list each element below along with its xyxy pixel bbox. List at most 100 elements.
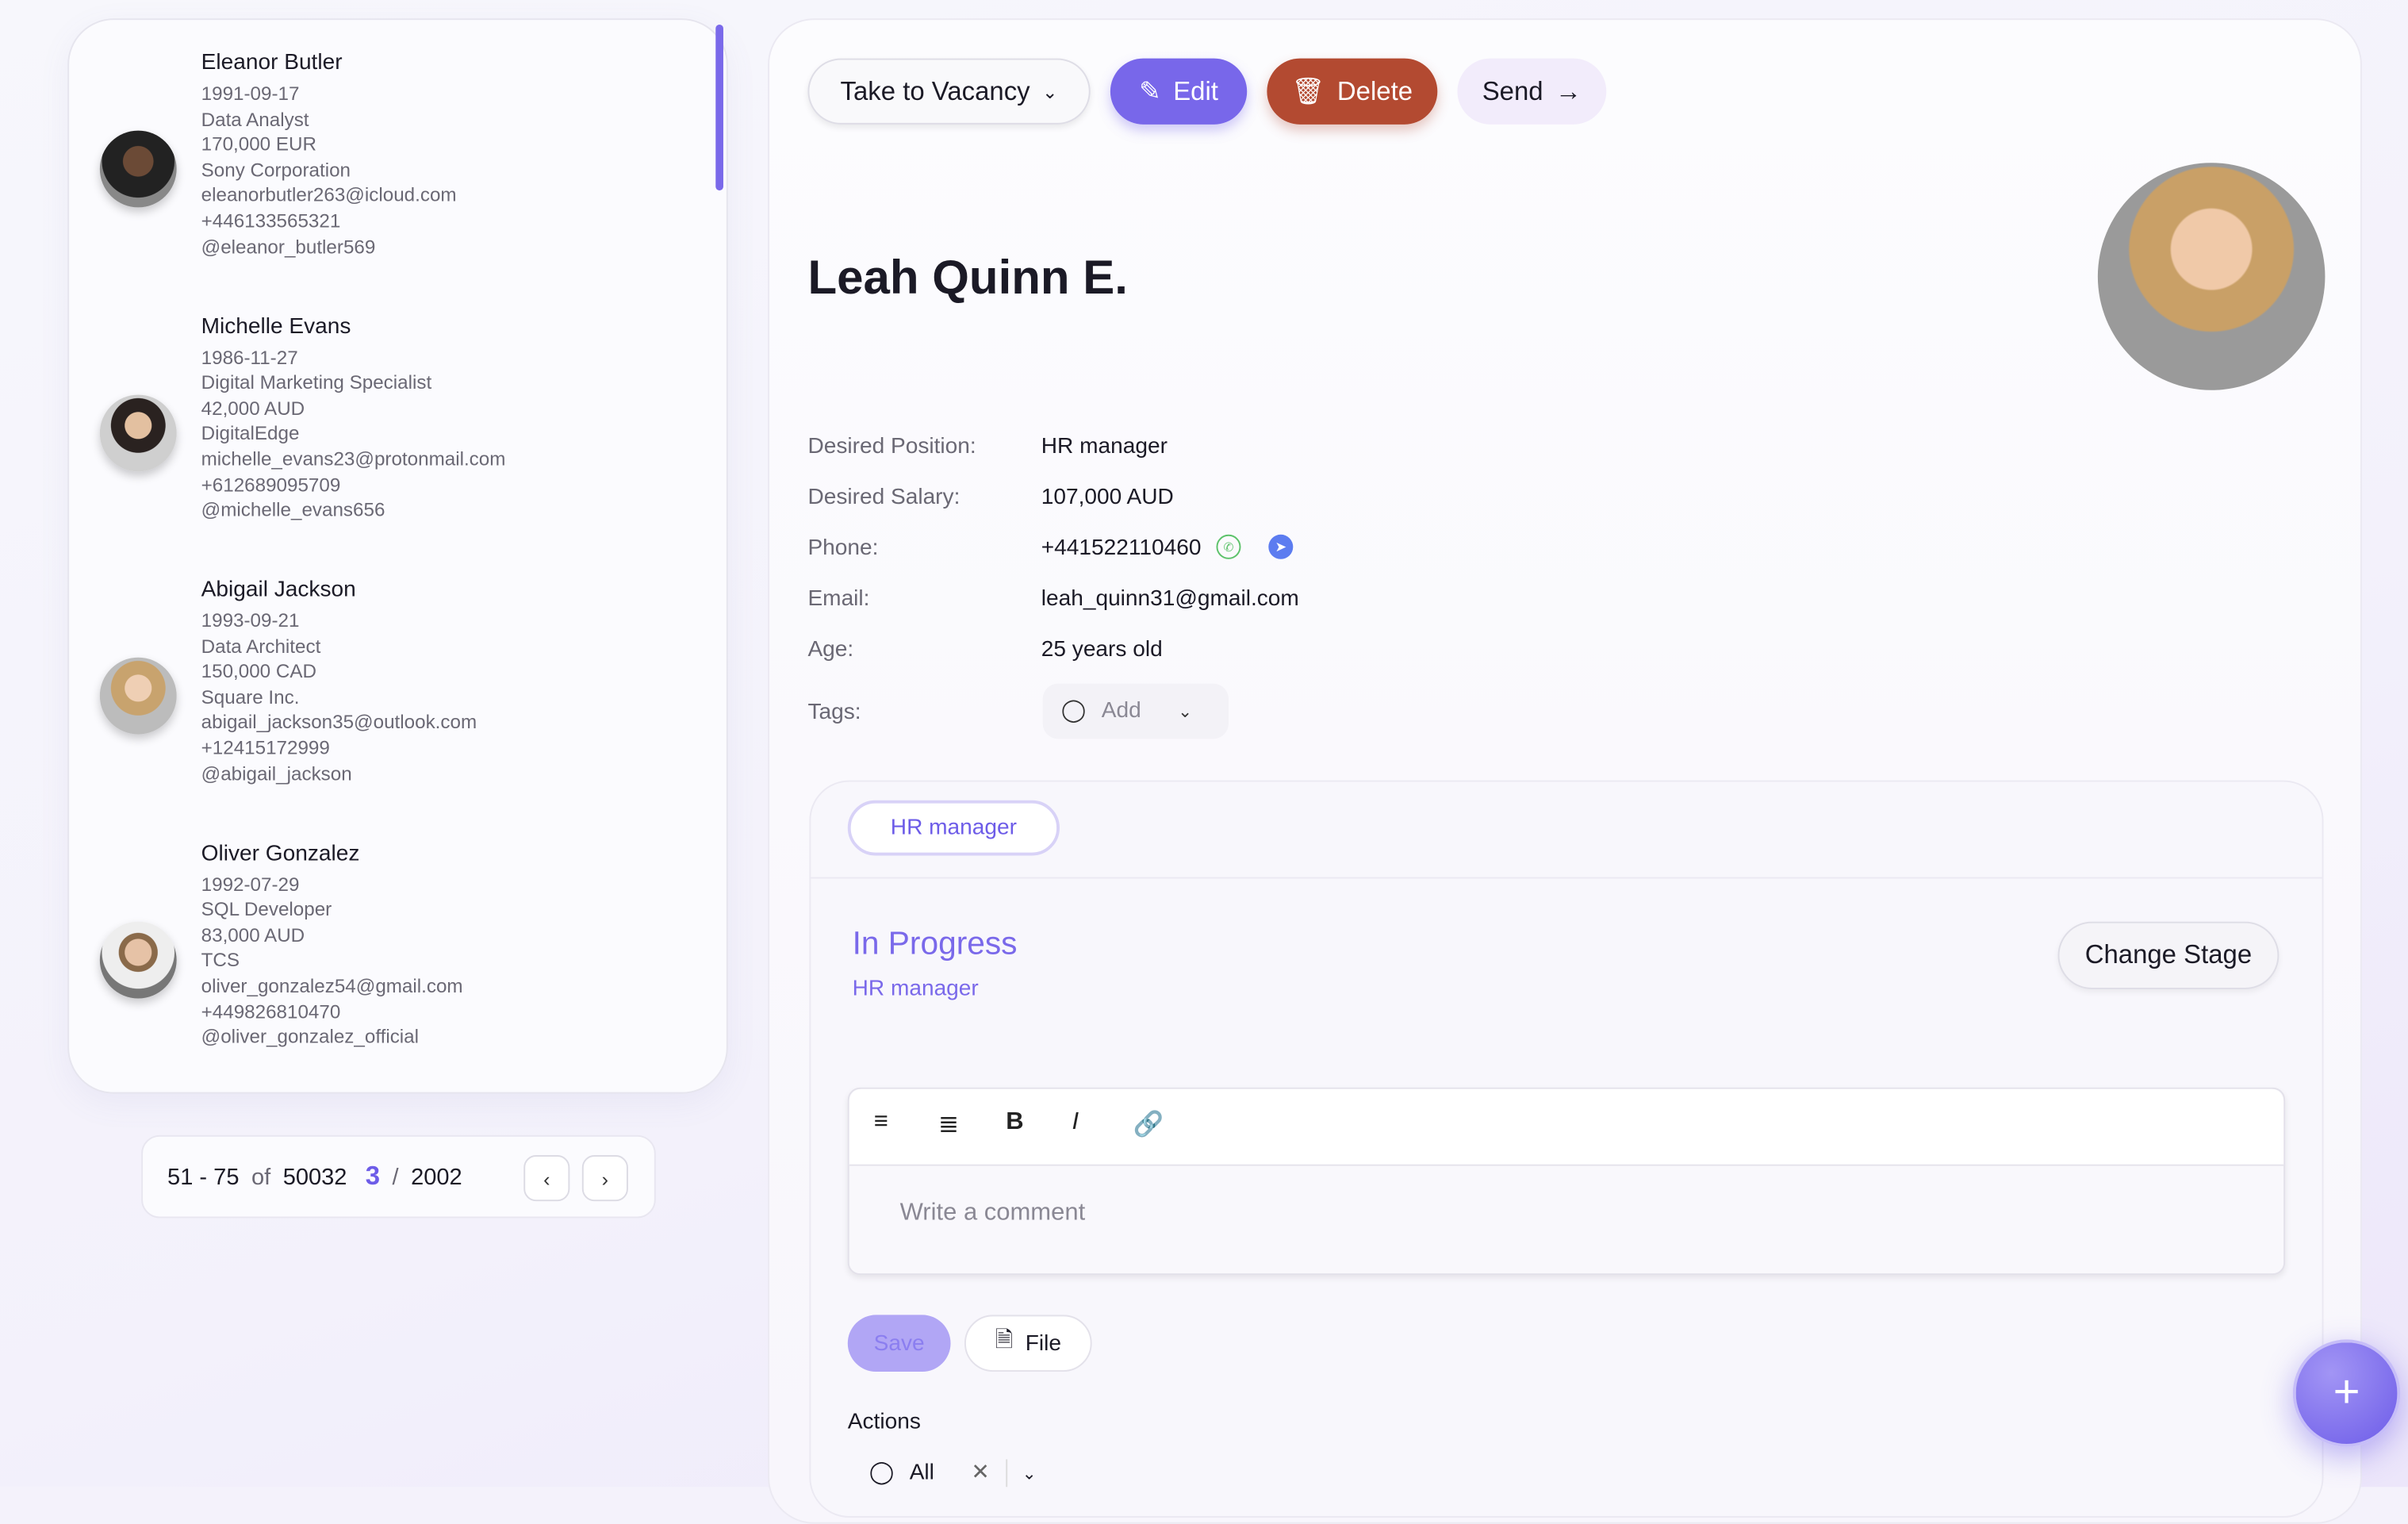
field-value: 107,000 AUD [1041, 485, 1174, 510]
candidate-detail: 1992-07-29 [201, 873, 300, 895]
candidate-detail: Data Analyst [201, 108, 309, 130]
telegram-icon[interactable]: ➤ [1268, 534, 1294, 559]
bold-icon[interactable]: B [1006, 1108, 1024, 1135]
candidate-detail: 1991-09-17 [201, 83, 300, 105]
candidate-detail: +446133565321 [201, 210, 341, 232]
chevron-left-icon: ‹ [543, 1166, 550, 1190]
candidate-detail: 1986-11-27 [201, 346, 298, 368]
candidate-detail: +612689095709 [201, 474, 341, 496]
candidate-detail: @oliver_gonzalez_official [201, 1026, 420, 1048]
numbered-list-icon[interactable]: ≣ [938, 1111, 959, 1138]
comment-editor [847, 1087, 2286, 1276]
of-label: of [251, 1163, 271, 1190]
whatsapp-icon[interactable]: ✆ [1216, 534, 1241, 559]
candidate-detail: oliver_gonzalez54@gmail.com [201, 975, 463, 997]
field-label: Desired Salary: [807, 485, 961, 510]
page-separator: / [392, 1163, 399, 1190]
actions-filter[interactable]: ◯ All ✕ ⌄ [868, 1459, 1037, 1488]
next-page-button[interactable]: › [581, 1155, 628, 1202]
tags-placeholder: Add [1101, 698, 1141, 724]
add-fab-button[interactable]: + [2292, 1339, 2401, 1447]
delete-button[interactable]: 🗑 Delete [1267, 58, 1438, 125]
field-label: Age: [807, 637, 854, 662]
comment-input[interactable]: Write a comment [899, 1200, 1086, 1226]
candidate-detail: eleanorbutler263@icloud.com [201, 185, 457, 207]
tag-icon: ◯ [1060, 698, 1087, 724]
delete-label: Delete [1336, 75, 1413, 106]
candidate-detail: @michelle_evans656 [201, 499, 385, 521]
prev-page-button[interactable]: ‹ [523, 1155, 570, 1202]
candidate-name: Abigail Jackson [201, 578, 356, 602]
field-value: HR manager [1041, 434, 1168, 459]
avatar [99, 920, 177, 998]
current-page[interactable]: 3 [365, 1161, 381, 1191]
scrollbar[interactable] [715, 24, 723, 191]
candidate-name: Leah Quinn E. [807, 250, 1128, 305]
candidate-detail: +449826810470 [201, 1000, 341, 1023]
file-icon: 🗎 [995, 1328, 1014, 1353]
avatar [99, 130, 177, 208]
candidate-name: Eleanor Butler [201, 50, 343, 75]
candidate-detail: Square Inc. [201, 686, 300, 708]
field-value[interactable]: leah_quinn31@gmail.com [1041, 586, 1299, 612]
candidate-list-item[interactable]: Oliver Gonzalez 1992-07-29 SQL Developer 83… [69, 841, 714, 1092]
candidate-detail: Sony Corporation [201, 159, 351, 182]
send-button[interactable]: Send → [1457, 58, 1607, 125]
link-icon[interactable]: 🔗 [1133, 1111, 1164, 1138]
candidate-name: Michelle Evans [201, 313, 351, 339]
bullet-list-icon[interactable]: ≡ [873, 1108, 888, 1135]
candidate-detail: Digital Marketing Specialist [201, 371, 432, 393]
tags-select[interactable]: ◯ Add ⌄ [1042, 683, 1229, 739]
candidate-detail: TCS [201, 950, 240, 972]
send-label: Send [1482, 75, 1543, 106]
tags-label: Tags: [807, 700, 861, 725]
file-label: File [1025, 1330, 1061, 1356]
chevron-down-icon: ⌄ [1178, 702, 1193, 722]
candidate-detail: abigail_jackson35@outlook.com [201, 712, 477, 734]
stage-position[interactable]: HR manager [852, 977, 979, 1002]
candidate-detail: 42,000 AUD [201, 397, 305, 419]
plus-icon: + [2333, 1367, 2360, 1418]
candidate-detail: 1993-09-21 [201, 609, 300, 631]
stage-title: In Progress [852, 926, 1018, 962]
filter-value: All [909, 1461, 934, 1486]
chevron-down-icon[interactable]: ⌄ [1022, 1464, 1037, 1484]
chevron-down-icon: ⌄ [1042, 80, 1058, 102]
chevron-right-icon: › [601, 1166, 609, 1190]
candidate-detail: Data Architect [201, 635, 321, 657]
field-label: Desired Position: [807, 434, 976, 459]
edit-button[interactable]: ✎ Edit [1110, 58, 1248, 125]
avatar [99, 657, 177, 735]
change-stage-button[interactable]: Change Stage [2057, 921, 2280, 989]
total-count: 50032 [282, 1163, 347, 1190]
page-count: 2002 [411, 1163, 462, 1190]
save-button[interactable]: Save [847, 1315, 951, 1372]
arrow-right-icon: → [1555, 75, 1582, 106]
clear-icon[interactable]: ✕ [971, 1461, 990, 1486]
candidate-list-item[interactable]: Abigail Jackson 1993-09-21 Data Architect 1… [69, 578, 714, 839]
field-label: Phone: [807, 536, 879, 561]
editor-toolbar [849, 1088, 2284, 1166]
field-value[interactable]: +441522110460 [1041, 536, 1202, 561]
candidate-detail: DigitalEdge [201, 423, 300, 445]
candidate-list-item[interactable]: Michelle Evans 1986-11-27 Digital Marketin… [69, 314, 714, 575]
candidate-detail: @abigail_jackson [201, 762, 352, 785]
take-to-vacancy-label: Take to Vacancy [840, 75, 1030, 106]
edit-icon: ✎ [1139, 75, 1161, 106]
candidate-detail: @eleanor_butler569 [201, 236, 376, 258]
take-to-vacancy-dropdown[interactable]: Take to Vacancy ⌄ [807, 58, 1091, 125]
actions-title: Actions [847, 1410, 921, 1435]
tag-icon: ◯ [868, 1461, 895, 1486]
vacancy-tab-hr-manager[interactable]: HR manager [847, 800, 1060, 856]
range: 51 - 75 [167, 1163, 240, 1190]
candidate-detail: 83,000 AUD [201, 923, 305, 946]
italic-icon[interactable]: I [1072, 1108, 1079, 1135]
avatar [99, 393, 177, 471]
file-button[interactable]: 🗎 File [964, 1315, 1092, 1372]
field-label: Email: [807, 586, 870, 612]
candidate-list-item[interactable]: Eleanor Butler 1991-09-17 Data Analyst 170,… [69, 51, 714, 312]
candidate-name: Oliver Gonzalez [201, 841, 360, 866]
candidate-detail: +12415172999 [201, 737, 330, 759]
candidate-detail: SQL Developer [201, 898, 332, 920]
edit-label: Edit [1173, 75, 1218, 106]
